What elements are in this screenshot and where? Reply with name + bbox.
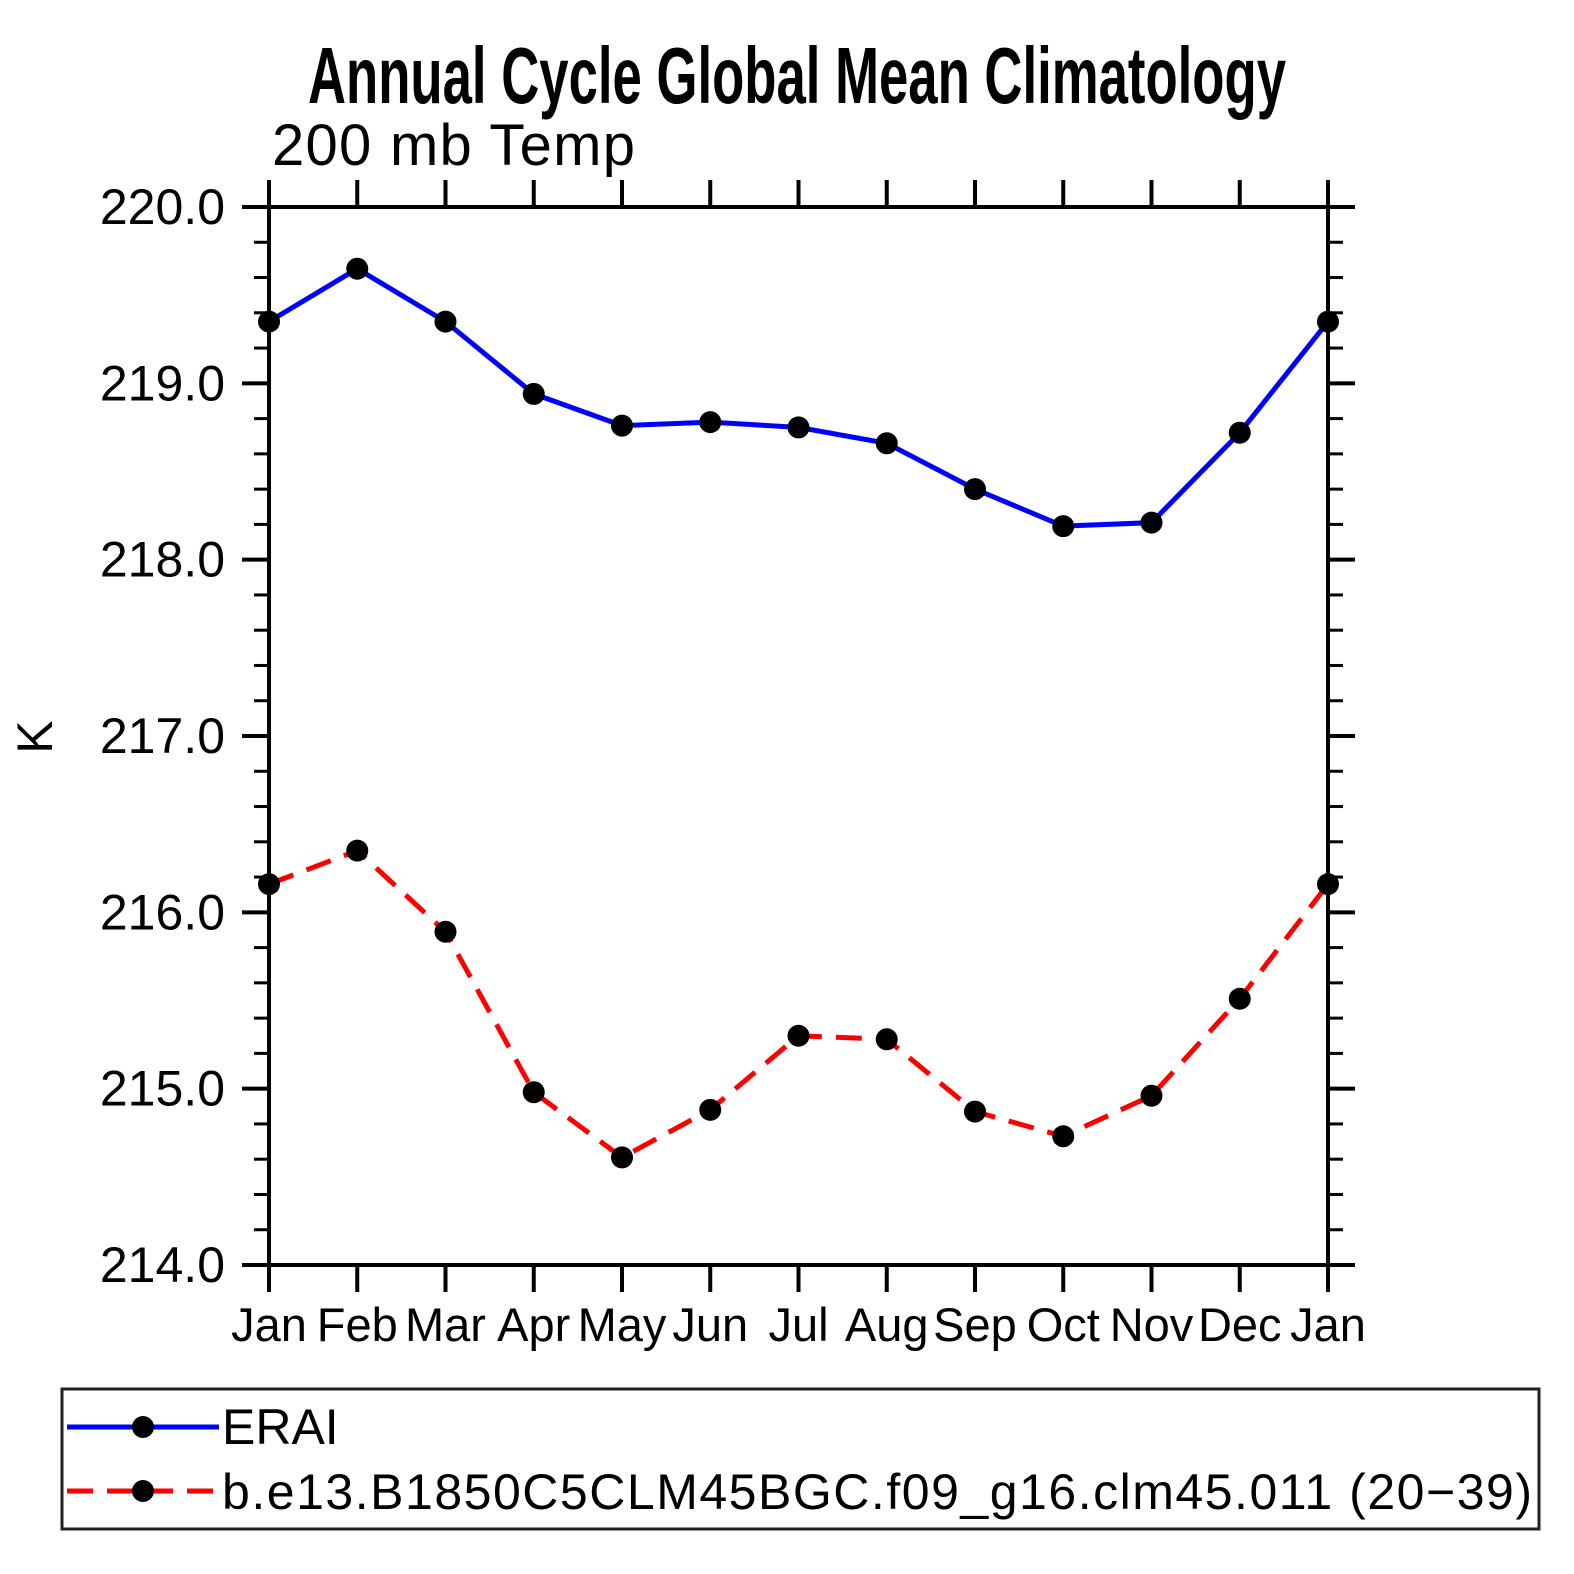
erai-point-marker (1317, 310, 1339, 333)
chart-subtitle: 200 mb Temp (272, 113, 635, 178)
erai-point-marker (1140, 511, 1163, 534)
erai-point-marker (611, 414, 633, 437)
y-tick-label: 217.0 (100, 708, 225, 764)
model-point-marker (258, 873, 280, 896)
erai-point-marker (346, 257, 369, 280)
erai-point-marker (787, 416, 810, 439)
y-tick-label: 214.0 (100, 1237, 225, 1293)
legend-model-marker-icon (132, 1480, 154, 1502)
x-tick-label: Jan (1290, 1298, 1366, 1351)
erai-point-marker (964, 478, 986, 501)
y-tick-label: 219.0 (100, 355, 225, 411)
x-tick-label: Jul (768, 1298, 828, 1351)
x-tick-label: Mar (405, 1298, 486, 1351)
x-tick-label: May (578, 1298, 667, 1351)
legend-erai-marker-icon (132, 1416, 154, 1438)
legend-box (60, 1387, 1541, 1531)
model-point-marker (964, 1100, 986, 1123)
x-tick-label: Nov (1110, 1298, 1194, 1351)
erai-point-marker (434, 310, 457, 333)
erai-point-marker (258, 310, 280, 333)
chart-title: Annual Cycle Global Mean Climatology (308, 31, 1286, 120)
model-point-marker (434, 920, 457, 943)
erai-point-marker (699, 411, 722, 434)
x-tick-label: Sep (933, 1298, 1017, 1351)
model-point-marker (1228, 987, 1251, 1010)
erai-point-marker (1228, 421, 1251, 444)
model-point-marker (522, 1081, 545, 1104)
legend-model-label: b.e13.B1850C5CLM45BGC.f09_g16.clm45.011 … (222, 1464, 1532, 1520)
model-line (268, 847, 1330, 1161)
y-tick-label: 215.0 (100, 1061, 225, 1117)
legend: ERAI b.e13.B1850C5CLM45BGC.f09_g16.clm45… (60, 1387, 1541, 1531)
y-tick-label: 218.0 (100, 532, 225, 588)
y-tick-label: 216.0 (100, 884, 225, 940)
x-tick-label: Feb (317, 1298, 398, 1351)
axis-frame (267, 205, 1330, 1267)
legend-erai-label: ERAI (222, 1399, 339, 1455)
model-point-marker (1052, 1125, 1075, 1148)
x-tick-label: Aug (845, 1298, 929, 1351)
x-tick-label: Jun (672, 1298, 748, 1351)
model-point-marker (1140, 1084, 1163, 1107)
model-point-marker (611, 1146, 633, 1169)
model-point-marker (787, 1024, 810, 1047)
model-point-marker (346, 839, 369, 862)
y-tick-label: 220.0 (100, 179, 225, 235)
model-point-marker (875, 1028, 898, 1051)
x-tick-label: Dec (1198, 1298, 1282, 1351)
erai-point-marker (875, 432, 898, 455)
x-tick-label: Apr (497, 1298, 570, 1351)
y-axis-title: K (7, 720, 63, 753)
x-tick-label: Jan (231, 1298, 307, 1351)
erai-point-marker (1052, 515, 1075, 538)
model-point-marker (699, 1098, 722, 1121)
erai-line (267, 265, 1330, 529)
erai-point-marker (522, 382, 545, 405)
model-point-marker (1317, 873, 1339, 896)
x-tick-label: Oct (1027, 1298, 1100, 1351)
